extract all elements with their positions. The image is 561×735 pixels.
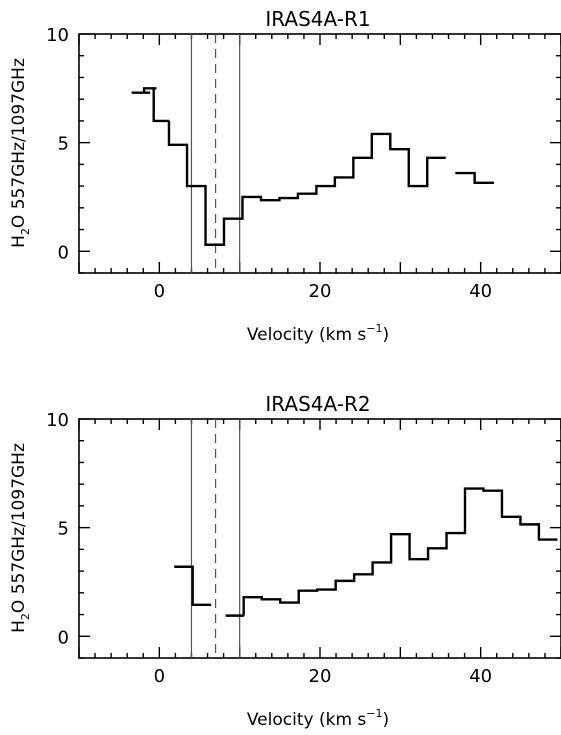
velocity-markers bbox=[190, 34, 241, 273]
x-axis: 0 20 40 bbox=[78, 419, 561, 687]
y-tick-label: 0 bbox=[58, 242, 69, 263]
data-series bbox=[174, 487, 558, 617]
x-tick-label: 20 bbox=[309, 281, 332, 302]
chart-title: IRAS4A-R1 bbox=[265, 7, 370, 31]
series-line bbox=[455, 171, 494, 185]
panel-iras4a-r1: IRAS4A-R1 0 20 40 0 5 10 Velocity (km s−1) H… bbox=[9, 7, 561, 345]
velocity-markers bbox=[190, 419, 241, 658]
x-axis: 0 20 40 bbox=[78, 34, 561, 302]
plot-frame bbox=[78, 33, 561, 274]
y-axis: 0 5 10 bbox=[46, 25, 561, 274]
y-tick-label: 0 bbox=[58, 627, 69, 648]
y-tick-label: 10 bbox=[46, 25, 69, 46]
x-tick-label: 0 bbox=[154, 666, 165, 687]
x-axis-label: Velocity (km s−1) bbox=[247, 707, 389, 730]
x-axis-label: Velocity (km s−1) bbox=[247, 322, 389, 345]
series-line bbox=[225, 487, 558, 617]
y-tick-label: 5 bbox=[58, 519, 69, 540]
y-axis-label: H2O 557GHz/1097GHz bbox=[9, 58, 32, 248]
series-line bbox=[174, 565, 212, 606]
x-tick-label: 40 bbox=[469, 666, 492, 687]
y-tick-label: 10 bbox=[46, 410, 69, 431]
x-tick-label: 20 bbox=[309, 666, 332, 687]
y-tick-label: 5 bbox=[58, 134, 69, 155]
panel-iras4a-r2: IRAS4A-R2 0 20 40 0 5 10 Velocity (km s−1) H… bbox=[9, 392, 561, 730]
x-tick-label: 40 bbox=[469, 281, 492, 302]
chart-title: IRAS4A-R2 bbox=[265, 392, 370, 416]
series-line bbox=[131, 87, 446, 246]
y-axis-label: H2O 557GHz/1097GHz bbox=[9, 443, 32, 633]
x-tick-label: 0 bbox=[154, 281, 165, 302]
data-series bbox=[131, 87, 494, 246]
plot-frame bbox=[78, 418, 561, 659]
y-axis: 0 5 10 bbox=[46, 410, 561, 659]
